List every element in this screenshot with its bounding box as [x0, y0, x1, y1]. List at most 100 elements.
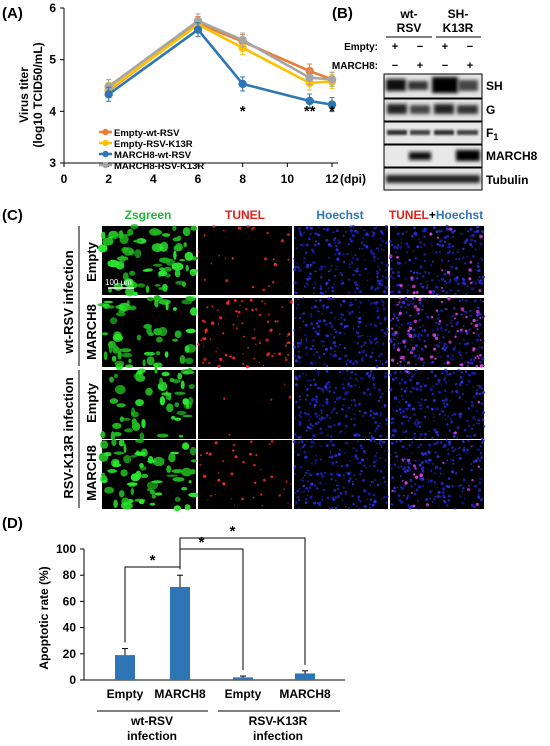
cell-blue [477, 269, 481, 273]
cell-blue [413, 226, 416, 230]
cell-blue [402, 494, 405, 497]
cell-green [130, 411, 139, 418]
cell-blue [452, 306, 456, 310]
cell-green [189, 269, 199, 273]
cell-blue [467, 439, 470, 442]
cell-magenta [407, 329, 410, 333]
cell-blue [297, 496, 300, 499]
cell-green [109, 398, 119, 404]
cell-blue [373, 440, 376, 443]
cell-blue [409, 390, 412, 393]
cell-green [118, 439, 125, 447]
micrograph-cell [293, 225, 389, 296]
cell-blue [358, 248, 361, 250]
cell-blue [380, 261, 384, 265]
cell-blue [359, 444, 363, 448]
cell-blue [333, 400, 337, 404]
cell-blue [349, 301, 352, 304]
col-label-tunel: TUNEL [225, 208, 265, 222]
cell-magenta [414, 475, 419, 479]
cell-blue [418, 356, 421, 359]
cell-blue [403, 313, 405, 315]
cell-blue [302, 476, 304, 479]
cell-magenta [430, 316, 434, 319]
cell-blue [382, 496, 385, 499]
cell-blue [415, 276, 419, 280]
cell-red [222, 332, 225, 335]
cell-green [174, 330, 182, 339]
cell-blue [407, 403, 411, 407]
cell-blue [335, 248, 339, 252]
cell-blue [424, 384, 427, 388]
cell-blue [431, 251, 433, 254]
cell-blue [404, 261, 407, 264]
cell-red [224, 257, 227, 259]
cell-blue [421, 308, 423, 311]
cell-green [181, 299, 193, 305]
cell-red [235, 327, 239, 330]
cell-blue [396, 336, 399, 339]
cell-blue [435, 297, 437, 300]
cell-magenta [405, 370, 409, 374]
cell-blue [396, 459, 399, 462]
cell-blue [448, 280, 452, 284]
cell-blue [404, 407, 407, 410]
cell-blue [400, 422, 404, 425]
cell-blue [477, 448, 480, 452]
cell-blue [478, 276, 481, 278]
cell-red [206, 306, 209, 309]
cell-blue [393, 463, 397, 466]
cell-blue [479, 445, 482, 447]
cell-blue [350, 418, 353, 421]
cell-red [271, 354, 274, 358]
cell-green [104, 486, 115, 494]
cell-green [153, 263, 162, 267]
cell-blue [473, 433, 477, 437]
cell-green [120, 348, 132, 353]
cell-blue [369, 498, 372, 501]
row-label: Empty [84, 382, 99, 423]
cell-blue [476, 422, 478, 425]
x-unit-label: (dpi) [340, 172, 366, 186]
cell-red [261, 300, 264, 303]
cell-blue [438, 279, 441, 282]
cell-blue [434, 465, 439, 469]
cell-green [162, 283, 168, 292]
cell-blue [459, 484, 462, 487]
cell-blue [476, 384, 479, 387]
cell-blue [372, 348, 375, 350]
cell-blue [343, 318, 347, 322]
cell-blue [343, 260, 346, 263]
cell-blue [369, 439, 373, 442]
cell-blue [399, 305, 403, 308]
cell-blue [323, 363, 326, 366]
cell-blue [336, 488, 339, 491]
cell-blue [476, 457, 480, 460]
cell-blue [459, 446, 461, 449]
y-tick-label: 80 [63, 568, 77, 582]
cell-blue [370, 288, 373, 291]
cell-blue [350, 370, 354, 374]
cell-blue [341, 383, 344, 386]
cell-blue [423, 383, 425, 385]
cell-blue [419, 246, 422, 249]
cell-blue [358, 311, 361, 314]
cell-blue [301, 372, 304, 375]
cell-blue [298, 436, 301, 439]
cell-blue [330, 435, 333, 438]
cell-blue [446, 345, 449, 348]
cell-blue [362, 334, 364, 337]
cell-blue [358, 507, 361, 510]
cell-blue [309, 347, 313, 351]
cell-blue [348, 263, 351, 266]
cell-blue [310, 440, 314, 444]
cell-blue [450, 357, 454, 361]
cell-blue [482, 411, 485, 415]
cell-red [208, 361, 211, 365]
cell-blue [301, 243, 305, 247]
cell-blue [406, 298, 409, 301]
cell-blue [460, 371, 463, 374]
cell-blue [476, 269, 478, 272]
cell-blue [452, 371, 455, 374]
